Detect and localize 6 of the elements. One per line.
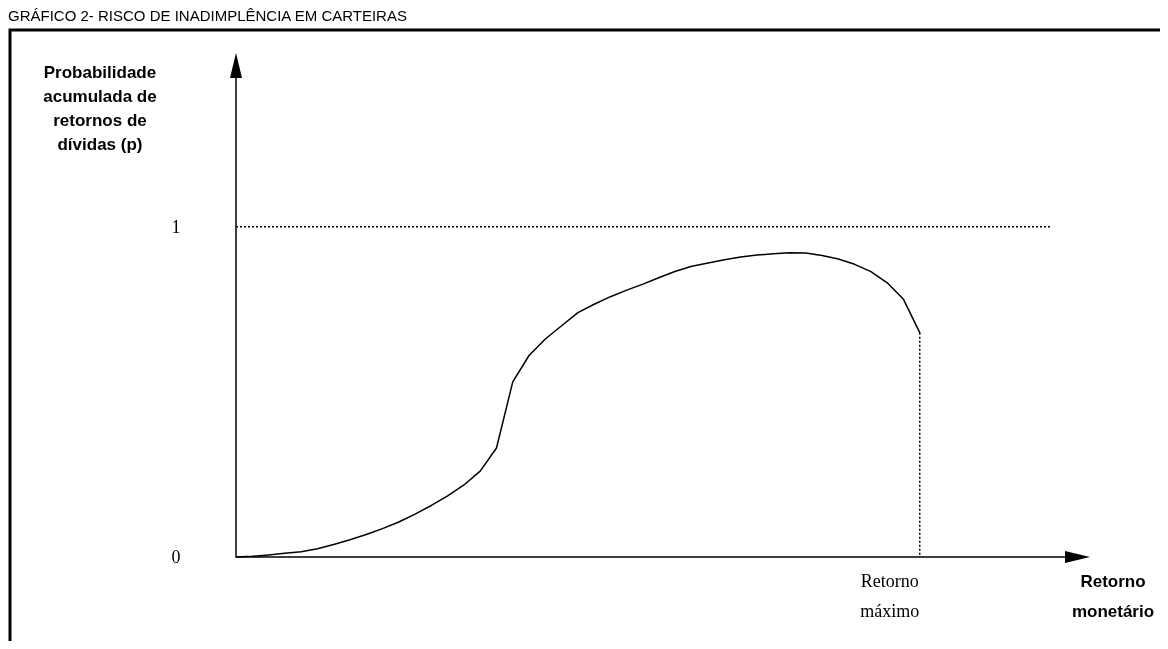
chart-title: GRÁFICO 2- RISCO DE INADIMPLÊNCIA EM CARTEIRAS xyxy=(8,7,407,24)
y-tick-label: 1 xyxy=(171,216,181,237)
text: Retorno máximo xyxy=(860,571,920,621)
x-axis-title: Retorno monetário xyxy=(1071,572,1155,621)
y-axis-title: Probabilidade acumulada de retornos de dívidas (p) xyxy=(43,63,157,154)
y-tick-label: 0 xyxy=(171,547,181,567)
